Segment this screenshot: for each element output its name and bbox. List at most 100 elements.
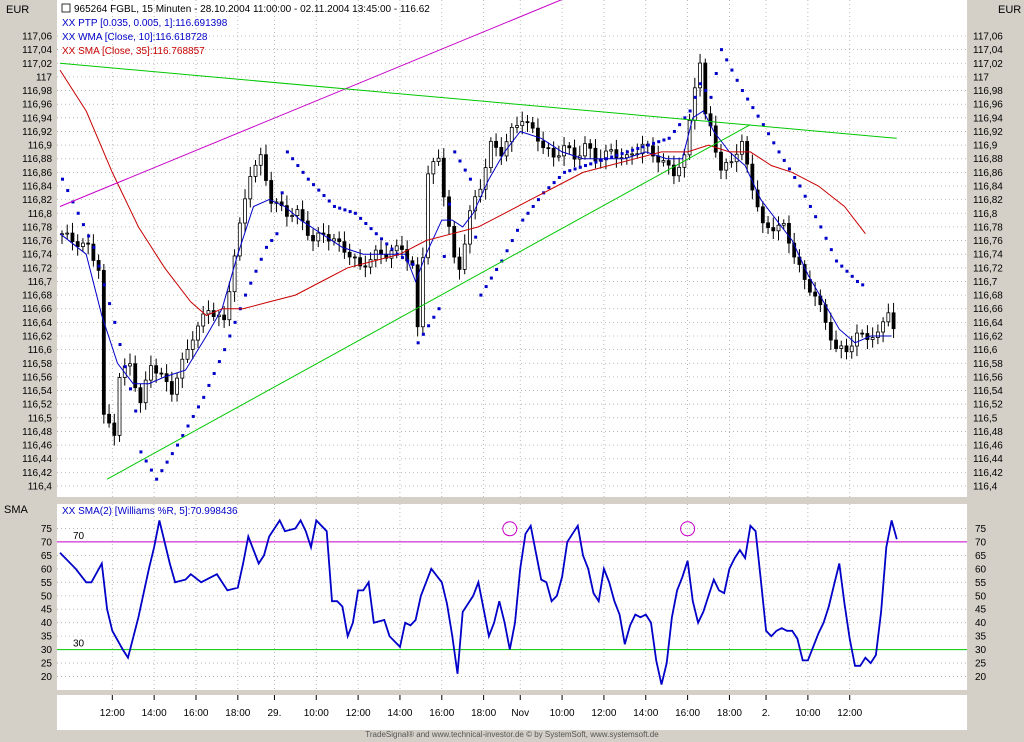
price-series	[59, 0, 897, 481]
ptp-dot	[787, 167, 791, 171]
price-tick-label-right: 117,06	[973, 32, 1003, 43]
candle-body	[509, 126, 514, 143]
oscillator-tick-label-right: 70	[975, 537, 987, 548]
ptp-dot	[688, 109, 692, 113]
ptp-dot	[228, 334, 232, 338]
ptp-dot	[845, 269, 849, 273]
ptp-dot	[264, 245, 268, 249]
ptp-dot	[568, 169, 572, 173]
ptp-dot	[699, 82, 703, 86]
price-tick-label-right: 116,42	[973, 468, 1003, 479]
ptp-dot	[322, 194, 326, 198]
ptp-dot	[709, 95, 713, 99]
candle-body	[447, 196, 451, 227]
ptp-dot	[338, 206, 342, 210]
ptp-dot	[484, 285, 488, 289]
candle-body	[358, 257, 363, 267]
ptp-dot	[448, 202, 452, 206]
price-tick-label-right: 116,56	[973, 372, 1003, 383]
ptp-dot	[128, 387, 132, 391]
ptp-dot	[71, 200, 75, 204]
price-tick-label-left: 116,48	[22, 427, 52, 438]
candle-body	[541, 140, 546, 149]
candle-body	[75, 241, 80, 248]
price-tick-label-right: 116,94	[973, 113, 1003, 124]
series-line	[59, 0, 563, 207]
time-tick-label: 14:00	[633, 708, 658, 719]
candle-body	[133, 363, 138, 389]
ptp-dot	[683, 116, 687, 120]
ptp-dot	[233, 320, 237, 324]
ptp-dot	[160, 469, 164, 473]
candle-body	[609, 149, 614, 152]
price-tick-label-left: 117,02	[22, 59, 52, 70]
price-tick-label-right: 116,74	[973, 250, 1003, 261]
price-tick-label-left: 116,58	[22, 359, 52, 370]
ptp-dot	[850, 274, 854, 278]
currency-label-left: EUR	[6, 4, 29, 16]
ptp-dot	[212, 372, 216, 375]
candle-body	[855, 332, 859, 347]
candle-body	[107, 413, 111, 424]
ptp-dot	[149, 468, 153, 472]
ptp-dot	[641, 145, 645, 149]
oscillator-series: 70 30	[57, 518, 967, 685]
oscillator-tick-label-left: 70	[41, 537, 53, 548]
series-line	[59, 110, 892, 385]
price-tick-label-right: 116,68	[973, 291, 1003, 302]
candle-body	[415, 264, 420, 328]
ptp-dot	[468, 177, 472, 181]
candle-body	[185, 349, 190, 360]
ptp-dot	[61, 177, 64, 181]
ptp-dot	[301, 170, 305, 174]
candle-body	[468, 210, 472, 245]
ptp-dot	[536, 198, 540, 202]
oscillator-tick-label-right: 40	[975, 618, 987, 629]
candle-body	[656, 155, 661, 163]
candle-body	[138, 387, 143, 404]
price-tick-label-right: 117	[973, 72, 989, 83]
candle-body	[201, 313, 206, 327]
signal-marker	[680, 521, 696, 537]
ptp-dot	[92, 245, 96, 249]
oscillator-panel-label: SMA	[4, 504, 29, 516]
ptp-dot	[803, 194, 807, 198]
legend-oscillator: XX SMA(2) [Williams %R, 5]:70.998436	[62, 506, 238, 517]
ptp-dot	[531, 204, 535, 208]
price-tick-label-right: 116,46	[973, 441, 1003, 452]
candle-body	[886, 312, 891, 323]
oscillator-tick-label-right: 50	[975, 591, 987, 602]
candle-body	[253, 164, 258, 177]
price-tick-label-right: 116,76	[973, 236, 1003, 247]
candle-body	[373, 249, 378, 261]
ptp-dot	[725, 58, 729, 62]
ptp-dot	[97, 264, 101, 268]
price-tick-label-left: 116,98	[22, 86, 52, 97]
candle-body	[394, 245, 399, 252]
candle-body	[300, 209, 305, 222]
price-tick-label-right: 116,48	[973, 427, 1003, 438]
oscillator-tick-label-right: 65	[975, 551, 987, 562]
time-tick-label: 16:00	[675, 708, 700, 719]
ptp-dot	[767, 132, 771, 136]
candle-body	[766, 222, 770, 228]
candle-body	[546, 147, 551, 150]
ptp-dot	[505, 249, 509, 253]
legend-ptp: XX PTP [0.035, 0.005, 1]:116.691398	[62, 18, 228, 29]
ptp-dot	[196, 405, 200, 409]
level-label: 70	[73, 531, 85, 542]
ptp-dot	[489, 276, 493, 280]
candle-body	[342, 241, 347, 253]
time-tick-label: 29.	[267, 708, 281, 719]
candle-body	[295, 209, 300, 216]
ptp-dot	[563, 170, 567, 174]
price-tick-label-left: 117,04	[22, 45, 52, 56]
candle-body	[666, 160, 671, 166]
oscillator-tick-label-left: 30	[41, 645, 53, 656]
candle-body	[169, 381, 174, 395]
time-tick-label: 18:00	[471, 708, 496, 719]
candle-body	[483, 167, 488, 190]
ptp-dot	[625, 150, 629, 154]
ptp-dot	[835, 259, 839, 263]
ptp-dot	[474, 235, 478, 239]
